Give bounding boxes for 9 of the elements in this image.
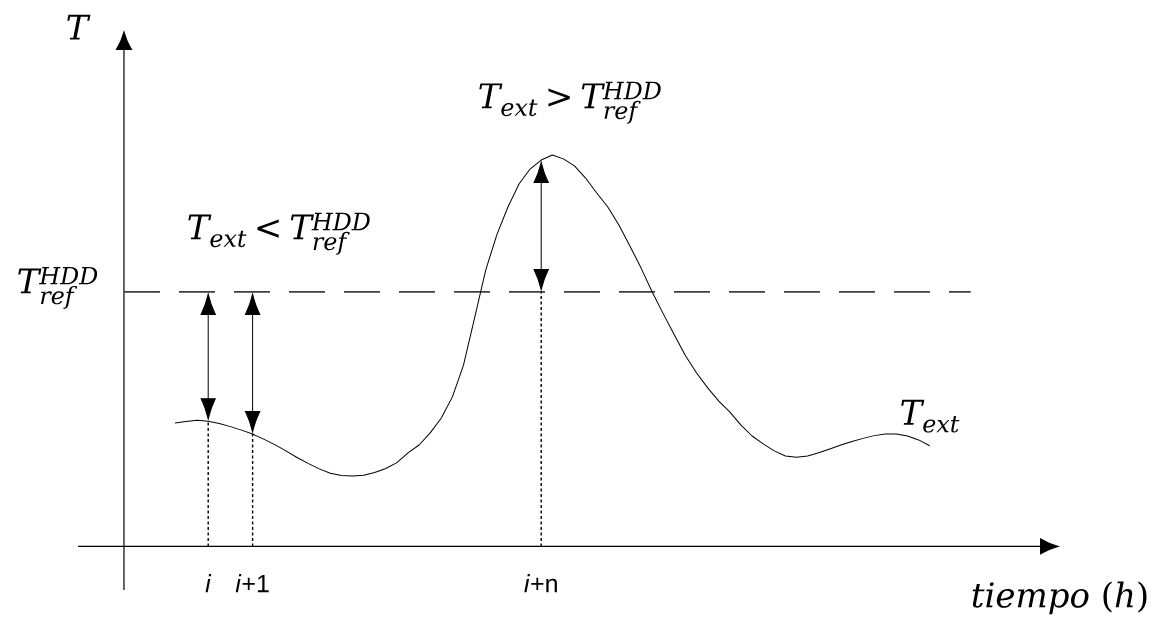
ref-line-label: $T_{ref}^{HDD}$ [18,266,98,309]
series-label: $T_{ext}$ [901,399,960,433]
text: $T_{ext} > T_{ref}^{HDD}$ [479,81,661,124]
x-tick-label: i+n [524,574,557,593]
annotation: $T_{ext} < T_{ref}^{HDD}$ [188,212,370,255]
x-axis-title: tiempo (h) [972,581,1147,615]
y-axis-title: T [67,14,91,40]
x-tick-label: i [205,574,212,593]
x-tick-label: i+1 [235,574,269,593]
